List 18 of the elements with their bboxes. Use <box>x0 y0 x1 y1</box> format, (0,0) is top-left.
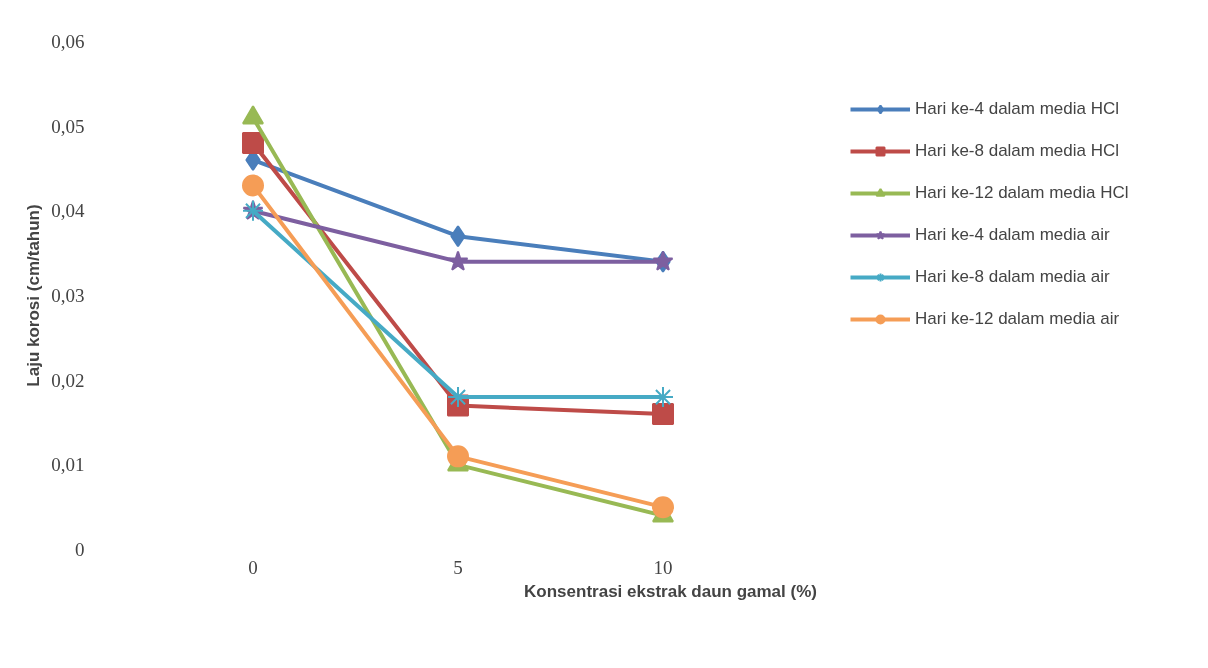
x-tick-label: 0 <box>248 556 258 578</box>
y-tick-label: 0,05 <box>51 115 85 137</box>
legend-label: Hari ke-8 dalam media air <box>915 267 1110 287</box>
legend-label: Hari ke-8 dalam media HCl <box>915 141 1120 161</box>
y-tick-label: 0,01 <box>51 454 85 476</box>
legend-label: Hari ke-4 dalam media air <box>915 225 1110 245</box>
legend-label: Hari ke-12 dalam media HCl <box>915 183 1129 203</box>
legend-label: Hari ke-4 dalam media HCl <box>915 99 1120 119</box>
y-tick-label: 0,03 <box>51 285 85 306</box>
x-tick-label: 5 <box>453 556 463 578</box>
legend-label: Hari ke-12 dalam media air <box>915 309 1120 329</box>
x-tick-label: 10 <box>653 556 673 578</box>
y-tick-label: 0,02 <box>51 369 85 391</box>
y-tick-label: 0,06 <box>51 31 85 52</box>
x-axis-title: Konsentrasi ekstrak daun gamal (%) <box>524 581 817 601</box>
y-tick-label: 0 <box>75 539 85 560</box>
y-tick-label: 0,04 <box>51 200 85 222</box>
y-axis-title: Laju korosi (cm/tahun) <box>24 204 44 387</box>
